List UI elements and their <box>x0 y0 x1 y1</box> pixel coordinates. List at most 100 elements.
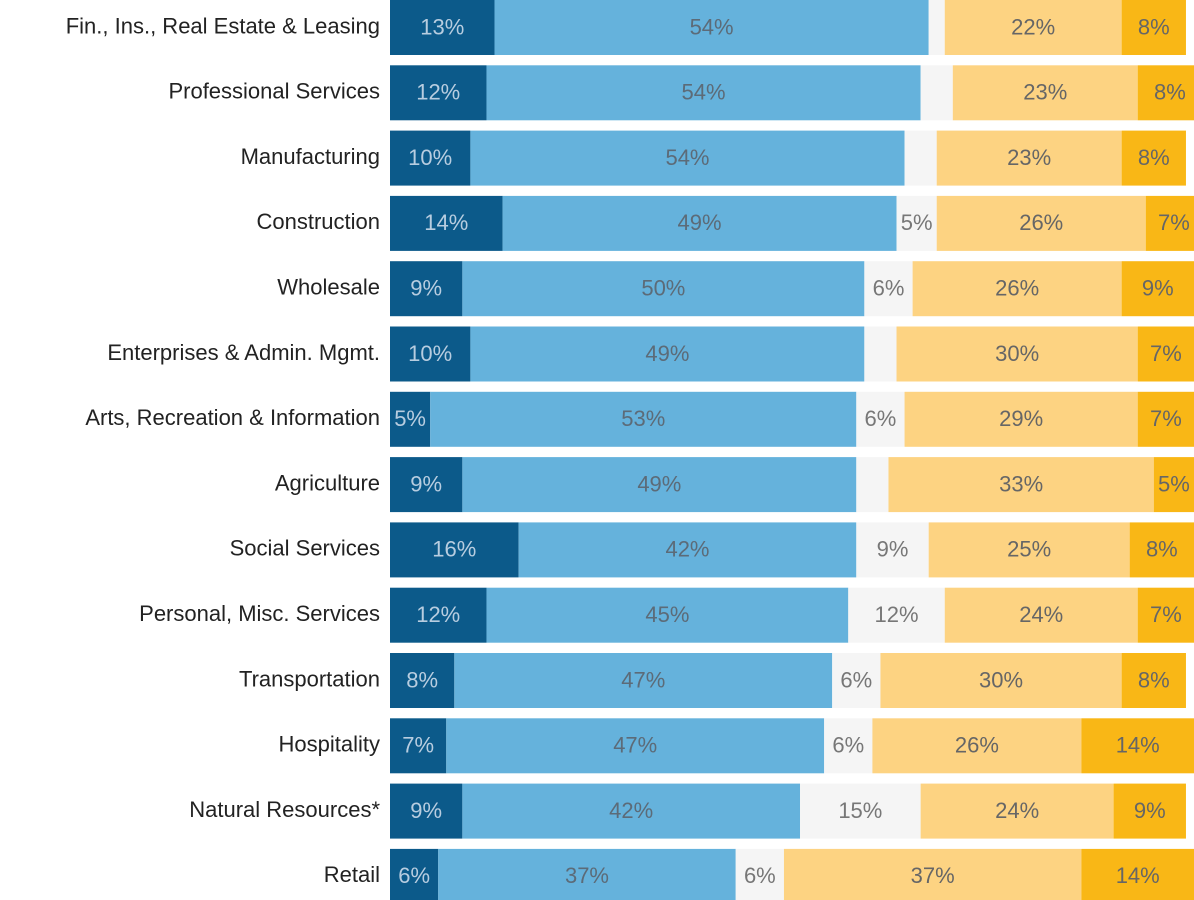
value-label: 14% <box>424 210 468 235</box>
value-label: 24% <box>995 798 1039 823</box>
bar-segment <box>470 130 905 186</box>
category-label: Construction <box>256 209 380 234</box>
bar-segment <box>470 326 865 382</box>
bar-segment <box>1081 848 1194 900</box>
bar-segment <box>856 522 929 578</box>
value-label: 8% <box>406 667 438 692</box>
bar-segment <box>856 391 905 447</box>
value-label: 15% <box>838 798 882 823</box>
bar-segment <box>800 783 921 839</box>
bar-segment <box>952 65 1138 121</box>
bar-segment <box>462 261 865 317</box>
value-label: 47% <box>621 667 665 692</box>
value-label: 42% <box>665 537 709 562</box>
bar-segment <box>1081 718 1194 774</box>
bar-segment <box>920 65 953 121</box>
bar-segment <box>494 0 929 55</box>
value-label: 33% <box>999 471 1043 496</box>
bar-segment <box>390 0 495 55</box>
value-label: 14% <box>1116 863 1160 888</box>
category-label: Arts, Recreation & Information <box>85 405 380 430</box>
value-label: 9% <box>877 537 909 562</box>
value-label: 25% <box>1007 537 1051 562</box>
bar-segment <box>486 587 849 643</box>
value-label: 54% <box>665 145 709 170</box>
bar-segment <box>390 848 439 900</box>
bar-segment <box>832 653 881 708</box>
value-label: 49% <box>637 471 681 496</box>
value-label: 7% <box>1150 406 1182 431</box>
bar-segment <box>390 587 487 643</box>
value-label: 14% <box>1116 733 1160 758</box>
value-label: 49% <box>678 210 722 235</box>
value-label: 30% <box>979 667 1023 692</box>
value-label: 10% <box>408 145 452 170</box>
bar-segment <box>1121 653 1186 708</box>
bar-segment <box>390 130 471 186</box>
value-label: 54% <box>682 80 726 105</box>
bar-segment <box>1121 130 1186 186</box>
value-label: 47% <box>613 733 657 758</box>
value-label: 9% <box>410 471 442 496</box>
category-label: Hospitality <box>279 732 380 757</box>
bar-segment <box>390 653 455 708</box>
value-label: 29% <box>999 406 1043 431</box>
bar-segment <box>390 783 463 839</box>
value-label: 5% <box>394 406 426 431</box>
bar-segment <box>518 522 857 578</box>
value-label: 9% <box>410 276 442 301</box>
bar-segment <box>928 522 1130 578</box>
value-label: 5% <box>901 210 933 235</box>
value-label: 16% <box>432 537 476 562</box>
bar-segment <box>928 0 945 55</box>
bar-segment <box>462 457 857 513</box>
value-label: 7% <box>1150 602 1182 627</box>
bar-segment <box>1121 0 1186 55</box>
bar-segment <box>502 195 897 251</box>
value-label: 7% <box>1158 210 1190 235</box>
value-label: 26% <box>955 733 999 758</box>
bar-segment <box>735 848 784 900</box>
value-label: 6% <box>832 733 864 758</box>
bar-segment <box>446 718 825 774</box>
value-label: 8% <box>1138 667 1170 692</box>
bar-segment <box>904 391 1138 447</box>
bar-segment <box>1113 783 1186 839</box>
category-label: Agriculture <box>275 470 380 495</box>
category-label: Transportation <box>239 666 380 691</box>
bar-segment <box>936 195 1146 251</box>
value-label: 8% <box>1146 537 1178 562</box>
bar-segment <box>1137 587 1194 643</box>
bar-segment <box>390 65 487 121</box>
bar-segment <box>864 261 913 317</box>
value-label: 22% <box>1011 14 1055 39</box>
value-label: 37% <box>565 863 609 888</box>
bar-segment <box>1129 522 1194 578</box>
bar-segment <box>1121 261 1194 317</box>
bar-segment <box>390 522 519 578</box>
bar-segment <box>390 326 471 382</box>
bar-segment <box>912 261 1122 317</box>
bar-segment <box>454 653 833 708</box>
value-label: 6% <box>865 406 897 431</box>
bar-segment <box>864 326 897 382</box>
bar-segment <box>888 457 1154 513</box>
category-label: Fin., Ins., Real Estate & Leasing <box>66 13 380 38</box>
value-label: 8% <box>1138 145 1170 170</box>
value-label: 6% <box>873 276 905 301</box>
bar-segment <box>880 653 1122 708</box>
value-label: 24% <box>1019 602 1063 627</box>
bar-segment <box>824 718 873 774</box>
bar-segment <box>462 783 801 839</box>
bar-segment <box>848 587 945 643</box>
value-label: 12% <box>874 602 918 627</box>
bar-segment <box>920 783 1114 839</box>
bar-segment <box>944 587 1138 643</box>
bar-segment <box>1137 391 1194 447</box>
category-label: Professional Services <box>168 79 380 104</box>
bar-segment <box>390 457 463 513</box>
bar-segment <box>872 718 1082 774</box>
value-label: 12% <box>416 80 460 105</box>
bar-segment <box>1145 195 1194 251</box>
